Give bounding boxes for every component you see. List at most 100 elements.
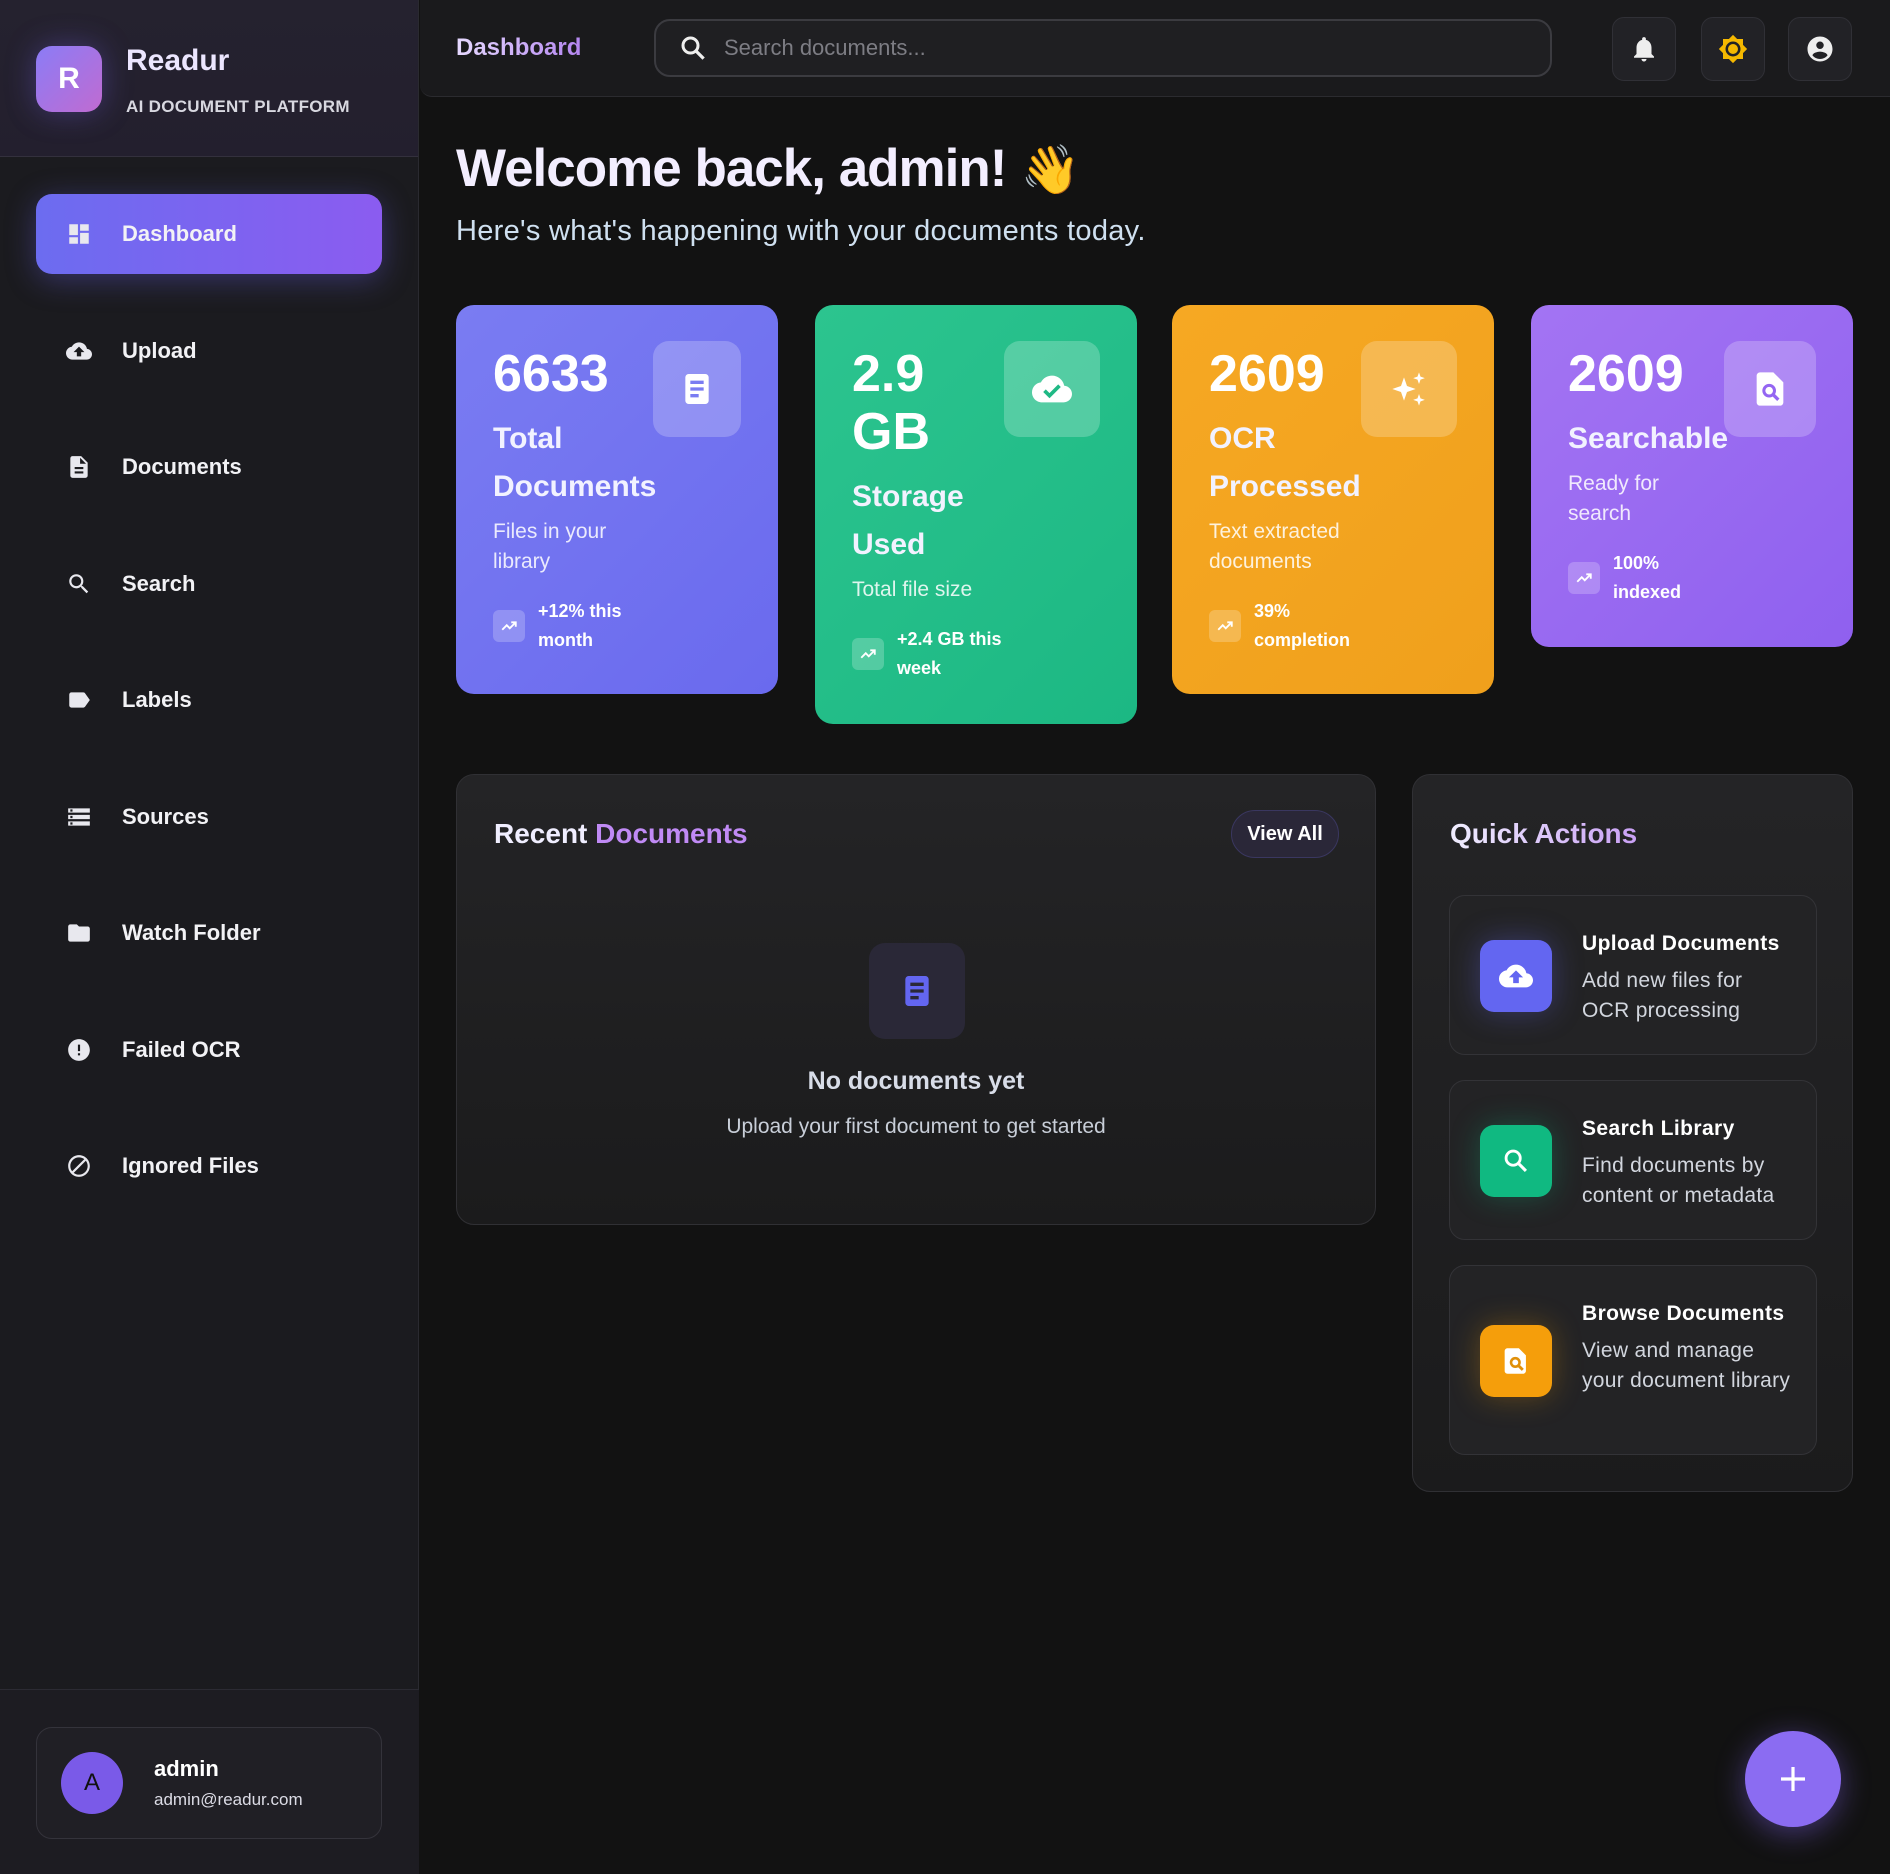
stat-label: Storage Used <box>852 480 964 561</box>
view-all-button[interactable]: View All <box>1231 810 1339 858</box>
add-fab-button[interactable] <box>1745 1731 1841 1827</box>
trending-up-icon <box>1568 562 1600 594</box>
sidebar-item-dashboard[interactable]: Dashboard <box>36 194 382 274</box>
avatar: A <box>61 1752 123 1814</box>
top-bar: Dashboard <box>420 0 1890 97</box>
find-in-page-icon <box>1480 1325 1552 1397</box>
trending-up-icon <box>852 638 884 670</box>
sidebar-item-label: Dashboard <box>122 221 237 246</box>
stat-card-total-documents: 6633 Total Documents Files in your libra… <box>456 305 778 694</box>
welcome-text: Welcome back, admin! <box>456 139 1007 198</box>
stat-description: Total file size <box>852 578 973 601</box>
sidebar-item-documents[interactable]: Documents <box>36 427 382 507</box>
document-icon <box>653 341 741 437</box>
cloud-upload-icon <box>1480 940 1552 1012</box>
stat-label: Total Documents <box>493 422 657 503</box>
welcome-subtitle: Here's what's happening with your docume… <box>456 215 1146 247</box>
quick-action-desc: View and manage your document library <box>1582 1339 1791 1392</box>
stat-value: 2609 <box>1209 345 1325 403</box>
sidebar-item-upload[interactable]: Upload <box>36 311 382 391</box>
find-in-page-icon <box>1724 341 1816 437</box>
quick-action-search[interactable]: Search Library Find documents by content… <box>1449 1080 1817 1240</box>
theme-toggle-button[interactable] <box>1701 17 1765 81</box>
sidebar-item-label: Ignored Files <box>122 1153 259 1178</box>
account-button[interactable] <box>1788 17 1852 81</box>
sidebar-item-label: Search <box>122 570 196 596</box>
sparkle-icon <box>1361 341 1457 437</box>
stat-description: Text extracted documents <box>1209 520 1340 573</box>
recent-documents-title: Recent Documents <box>494 818 748 849</box>
quick-action-desc: Find documents by content or metadata <box>1582 1154 1775 1207</box>
stat-description: Ready for search <box>1568 472 1660 525</box>
search-input[interactable] <box>724 35 1504 61</box>
trend-text: +2.4 GB this week <box>897 629 1002 678</box>
sidebar-item-failed-ocr[interactable]: Failed OCR <box>36 1010 382 1090</box>
stat-card-searchable: 2609 Searchable Ready for search 100% in… <box>1531 305 1853 647</box>
stat-card-ocr-processed: 2609 OCR Processed Text extracted docume… <box>1172 305 1494 694</box>
stat-value: 2.9 GB <box>852 345 930 461</box>
user-name: admin <box>154 1756 219 1781</box>
user-section: A admin admin@readur.com <box>0 1689 419 1874</box>
logo: R <box>36 46 102 112</box>
block-icon <box>68 1155 90 1177</box>
search-icon <box>681 36 705 60</box>
trend-text: 39% completion <box>1254 601 1351 650</box>
sidebar-item-label: Watch Folder <box>122 920 261 945</box>
bell-icon <box>1634 37 1654 62</box>
notifications-button[interactable] <box>1612 17 1676 81</box>
error-icon <box>68 1038 90 1061</box>
quick-action-upload[interactable]: Upload Documents Add new files for OCR p… <box>1449 895 1817 1055</box>
empty-state-subtitle: Upload your first document to get starte… <box>726 1115 1106 1138</box>
sidebar: R Readur AI DOCUMENT PLATFORM Dashboard … <box>0 0 419 1874</box>
brand-header: R Readur AI DOCUMENT PLATFORM <box>0 0 418 157</box>
trend-text: 100% indexed <box>1613 553 1682 602</box>
sidebar-item-watch-folder[interactable]: Watch Folder <box>36 893 382 973</box>
quick-action-title: Upload Documents <box>1582 932 1780 955</box>
stat-trend: +2.4 GB this week <box>852 625 1100 683</box>
quick-actions-title: Quick Actions <box>1450 818 1638 849</box>
sidebar-nav: Dashboard Upload Documents Search Labels… <box>36 194 382 1243</box>
quick-action-desc: Add new files for OCR processing <box>1582 969 1743 1022</box>
sidebar-item-search[interactable]: Search <box>36 544 382 624</box>
sun-icon <box>1718 34 1748 64</box>
quick-action-title: Search Library <box>1582 1117 1735 1140</box>
stat-value: 6633 <box>493 345 609 403</box>
stat-card-storage: 2.9 GB Storage Used Total file size +2.4… <box>815 305 1137 724</box>
trending-up-icon <box>493 610 525 642</box>
stat-description: Files in your library <box>493 520 607 573</box>
recent-documents-panel: Recent Documents View All No documents y… <box>456 774 1376 1225</box>
brand-name: Readur <box>126 44 230 77</box>
brand-tagline: AI DOCUMENT PLATFORM <box>126 97 350 116</box>
account-circle-icon <box>1807 36 1833 62</box>
document-icon <box>70 456 88 478</box>
search-icon <box>1480 1125 1552 1197</box>
search-box[interactable] <box>654 19 1552 77</box>
user-email: admin@readur.com <box>154 1790 303 1809</box>
plus-icon <box>1781 1767 1805 1791</box>
storage-icon <box>68 807 90 826</box>
search-icon <box>69 573 89 593</box>
quick-actions-panel: Quick Actions Upload Documents Add new f… <box>1412 774 1853 1492</box>
sidebar-item-label: Failed OCR <box>122 1036 241 1062</box>
sidebar-item-sources[interactable]: Sources <box>36 777 382 857</box>
wave-emoji: 👋 <box>1020 144 1080 197</box>
sidebar-item-label: Sources <box>122 803 209 829</box>
trend-text: +12% this month <box>538 601 622 650</box>
stat-trend: 39% completion <box>1209 597 1457 655</box>
sidebar-item-ignored-files[interactable]: Ignored Files <box>36 1126 382 1206</box>
dashboard-icon <box>69 224 89 244</box>
stat-label: Searchable <box>1568 422 1729 455</box>
cloud-done-icon <box>1004 341 1100 437</box>
user-profile-card[interactable]: A admin admin@readur.com <box>36 1727 382 1839</box>
sidebar-item-labels[interactable]: Labels <box>36 660 382 740</box>
stat-trend: 100% indexed <box>1568 549 1816 607</box>
page-title: Dashboard <box>456 34 582 61</box>
empty-state-title: No documents yet <box>807 1067 1025 1095</box>
stat-value: 2609 <box>1568 345 1684 403</box>
stat-trend: +12% this month <box>493 597 741 655</box>
quick-action-browse[interactable]: Browse Documents View and manage your do… <box>1449 1265 1817 1455</box>
label-icon <box>69 692 90 708</box>
sidebar-item-label: Documents <box>122 454 242 479</box>
quick-action-title: Browse Documents <box>1582 1302 1785 1325</box>
trending-up-icon <box>1209 610 1241 642</box>
